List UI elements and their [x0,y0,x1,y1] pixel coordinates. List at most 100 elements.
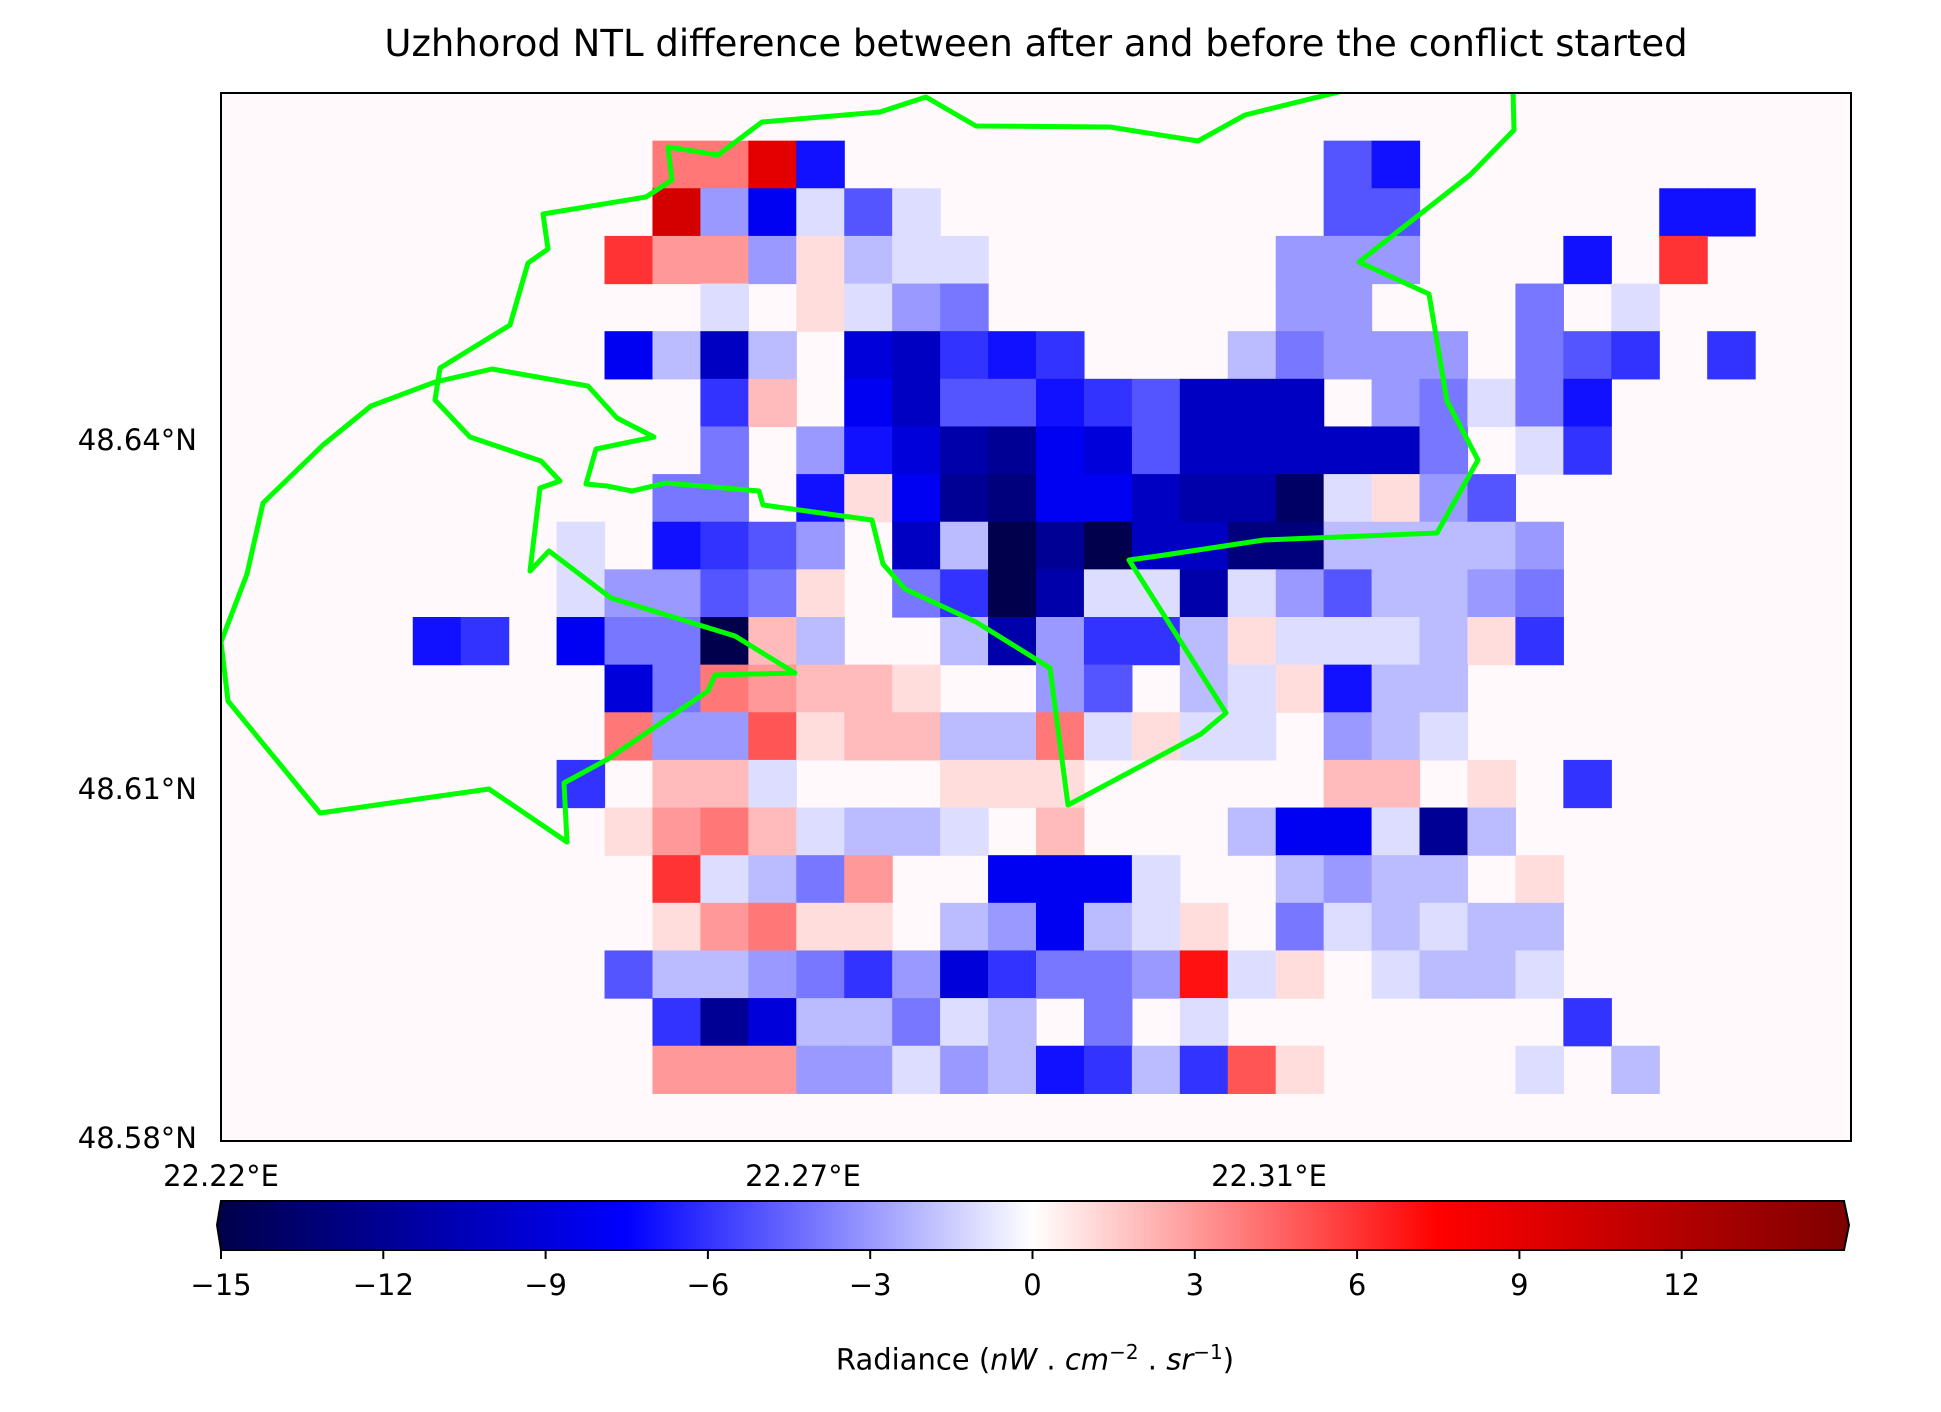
heatmap-cell [1467,569,1517,618]
x-tick-label: 22.27°E [745,1159,861,1193]
heatmap-cell [1275,950,1325,999]
colorbar-tick-label: −3 [848,1268,892,1302]
heatmap-cell [652,331,702,380]
heatmap-cell [1323,140,1373,189]
heatmap-cell [892,664,941,713]
heatmap-cell [604,950,654,999]
colorbar-tick-label: 6 [1347,1268,1367,1302]
heatmap-cell [1515,569,1564,618]
heatmap-cell [1083,426,1133,475]
heatmap-cell [1515,521,1564,570]
heatmap-cell [1563,331,1612,380]
heatmap-cell [700,807,749,856]
heatmap-cell [1227,426,1277,475]
heatmap-cell [988,426,1037,475]
heatmap-cell [1036,521,1085,570]
heatmap-cell [1275,664,1325,713]
heatmap-cell [940,521,989,570]
heatmap-cell [1419,902,1469,952]
heatmap-cell [700,188,749,237]
heatmap-cell [1371,855,1421,904]
colorbar-ticks [220,1250,1683,1259]
heatmap-cell [652,188,702,237]
heatmap-cell [748,902,797,952]
heatmap-cell [1371,378,1421,428]
heatmap-cell [1323,759,1373,809]
heatmap-cell [748,378,797,428]
heatmap-cell [1036,807,1085,856]
heatmap-cell [844,331,893,380]
heatmap-cell [652,474,702,523]
heatmap-cell [1179,902,1229,952]
heatmap-cell [748,807,797,856]
heatmap-cell [1611,331,1660,380]
colorbar-tick-label: 9 [1510,1268,1529,1302]
heatmap-cell [892,998,941,1047]
heatmap-cell [988,569,1037,618]
heatmap-cell [748,521,797,570]
heatmap-cell [1179,426,1229,475]
heatmap-cell [940,331,989,380]
heatmap-cell [1419,664,1469,713]
heatmap-cell [1563,426,1612,475]
heatmap-cell [1515,378,1564,428]
heatmap-cell [1275,807,1325,856]
heatmap-cell [1131,902,1181,952]
heatmap-cell [892,378,941,428]
heatmap-cell [1275,617,1325,666]
heatmap-cell [1179,378,1229,428]
heatmap-cell [1323,712,1373,761]
heatmap-cell [988,902,1037,952]
heatmap-cell [1371,664,1421,713]
heatmap-cell [1563,378,1612,428]
heatmap-cell [652,521,702,570]
heatmap-cell [1036,1045,1085,1094]
heatmap-cell [1275,283,1325,332]
heatmap-cell [748,569,797,618]
heatmap-cell [796,283,845,332]
heatmap-cell [1371,331,1421,380]
heatmap-cell [796,950,845,999]
heatmap-cell [1371,759,1421,809]
heatmap-cell [988,950,1037,999]
colorbar-tick-label: 3 [1185,1268,1205,1302]
heatmap-cell [1515,426,1564,475]
colorbar-tick-label: 0 [1023,1268,1042,1302]
heatmap-cell [940,998,989,1047]
heatmap-cell [1083,569,1133,618]
heatmap-cells [412,140,1756,1094]
heatmap-cell [892,521,941,570]
heatmap-cell [1227,474,1277,523]
heatmap-cell [796,855,845,904]
heatmap-cell [1371,140,1421,189]
heatmap-cell [892,807,941,856]
heatmap-cell [700,759,749,809]
heatmap-cell [988,855,1037,904]
heatmap-cell [1323,474,1373,523]
heatmap-cell [940,474,989,523]
heatmap-cell [892,1045,941,1094]
heatmap-cell [892,331,941,380]
heatmap-cell [796,712,845,761]
heatmap-cell [1131,521,1181,570]
heatmap-cell [1036,617,1085,666]
heatmap-cell [1419,807,1469,856]
heatmap-cell [1323,331,1373,380]
heatmap-cell [604,617,654,666]
heatmap-cell [1083,664,1133,713]
heatmap-cell [748,188,797,237]
y-tick-label: 48.64°N [77,423,197,457]
heatmap-cell [700,474,749,523]
heatmap-cell [748,1045,797,1094]
heatmap-cell [604,664,654,713]
heatmap-cell [988,998,1037,1047]
heatmap-cell [796,617,845,666]
heatmap-cell [796,998,845,1047]
heatmap-cell [796,807,845,856]
heatmap-cell [652,759,702,809]
heatmap-cell [1275,426,1325,475]
y-tick-label: 48.58°N [77,1121,197,1155]
heatmap-cell [1563,759,1612,809]
heatmap-cell [796,140,845,189]
heatmap-cell [652,950,702,999]
